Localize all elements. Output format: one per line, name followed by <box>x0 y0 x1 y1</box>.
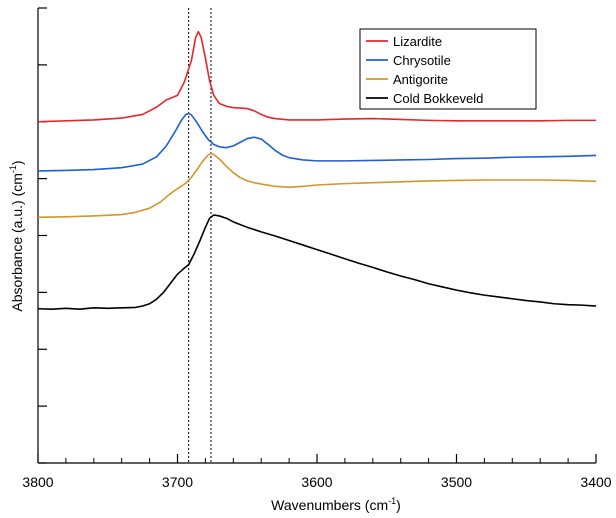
x-tick-label: 3800 <box>22 474 53 490</box>
legend-label: Chrysotile <box>393 53 451 68</box>
legend-label: Cold Bokkeveld <box>393 91 483 106</box>
x-tick-label: 3400 <box>580 474 611 490</box>
y-axis-label: Absorbance (a.u.) (cm-1) <box>8 160 25 311</box>
legend: Lizardite Chrysotile Antigorite Cold Bokkev… <box>360 29 536 109</box>
x-tick-label: 3700 <box>162 474 193 490</box>
x-tick-label: 3500 <box>441 474 472 490</box>
legend-label: Lizardite <box>393 34 442 49</box>
x-tick-label: 3600 <box>301 474 332 490</box>
x-axis-label: Wavenumbers (cm-1) <box>271 496 401 513</box>
legend-label: Antigorite <box>393 72 448 87</box>
